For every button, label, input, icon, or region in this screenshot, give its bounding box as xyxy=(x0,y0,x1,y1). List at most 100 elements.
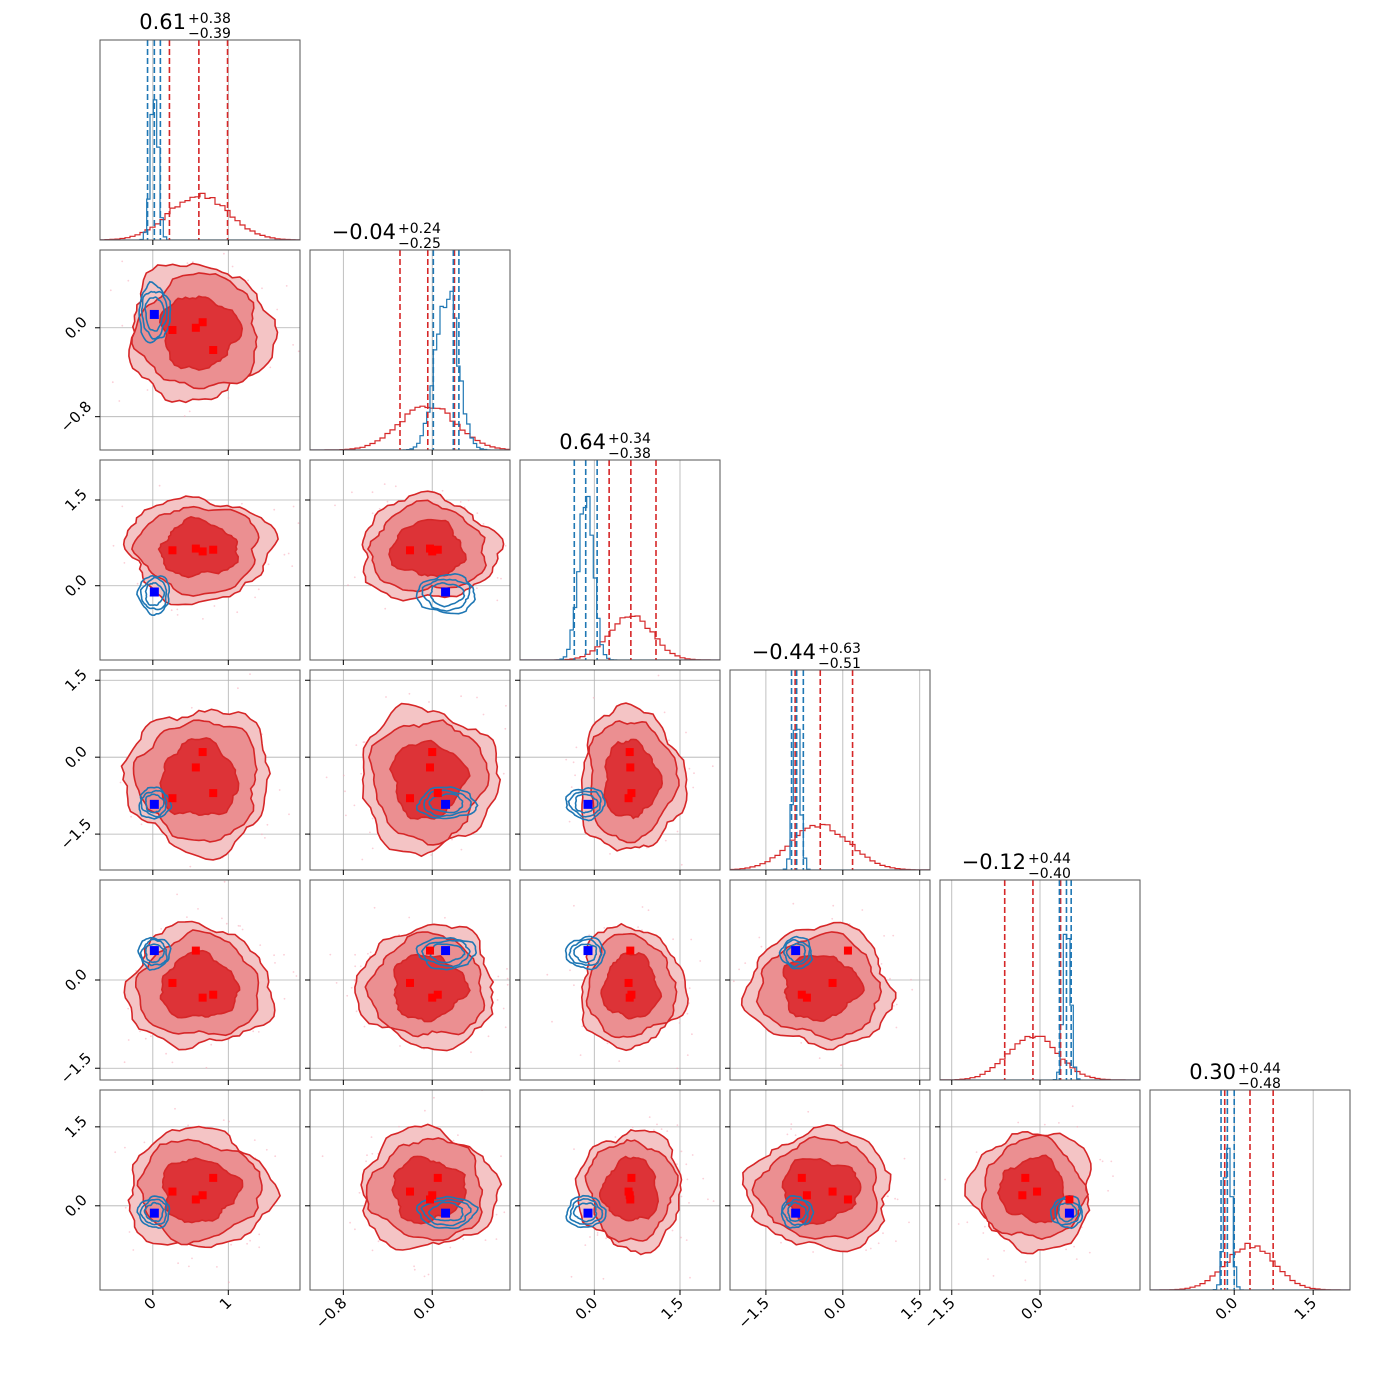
blue-contour-2 xyxy=(140,290,168,340)
sample-point xyxy=(689,1276,691,1279)
y-tick-label: 0.0 xyxy=(61,1191,91,1221)
param-title-value: −0.04 xyxy=(332,220,396,244)
sample-point xyxy=(517,985,519,987)
sample-point xyxy=(177,1262,180,1265)
sample-point xyxy=(869,1247,872,1250)
y-tick-label: −1.5 xyxy=(57,815,95,853)
sample-point xyxy=(680,863,683,866)
sample-point xyxy=(335,982,338,984)
sample-point xyxy=(144,1037,147,1040)
red-contour-3 xyxy=(782,954,865,1022)
red-marker xyxy=(843,946,852,955)
panel-content xyxy=(310,250,510,450)
sample-point xyxy=(378,507,381,510)
sample-point xyxy=(883,935,885,937)
sample-point xyxy=(987,1258,989,1260)
sample-point xyxy=(957,1223,960,1225)
blue-contour-3 xyxy=(1057,1202,1078,1223)
red-contour-3 xyxy=(602,738,664,820)
sample-point xyxy=(579,1054,582,1056)
sample-point xyxy=(428,701,430,703)
sample-point xyxy=(500,1155,502,1158)
sample-point xyxy=(121,324,124,327)
sample-point xyxy=(391,873,393,875)
sample-point xyxy=(944,1178,946,1181)
sample-point xyxy=(241,502,243,505)
sample-point xyxy=(982,1232,985,1234)
sample-point xyxy=(124,1206,127,1209)
sample-point xyxy=(276,308,279,311)
red-marker xyxy=(1021,1173,1030,1182)
red-marker xyxy=(168,546,177,555)
sample-point xyxy=(292,344,294,346)
sample-point xyxy=(966,1221,969,1224)
sample-point xyxy=(588,934,591,937)
sample-point xyxy=(818,1057,821,1060)
sample-point xyxy=(711,1222,713,1224)
x-tick-label: 0.0 xyxy=(1017,1294,1047,1324)
panel-content xyxy=(100,670,300,870)
sample-point xyxy=(127,1039,130,1041)
blue-contour-2 xyxy=(420,1198,472,1227)
sample-point xyxy=(371,512,374,515)
red-histogram xyxy=(940,1035,1140,1080)
red-marker xyxy=(433,990,442,999)
sample-point xyxy=(297,522,300,524)
red-marker xyxy=(209,346,218,354)
sample-point xyxy=(685,1239,688,1241)
sample-point xyxy=(676,1124,679,1126)
panel-frame xyxy=(729,1089,931,1291)
sample-point xyxy=(1003,1249,1005,1252)
param-title-lower: −0.40 xyxy=(1028,866,1071,882)
sample-point xyxy=(121,505,124,508)
blue-histogram xyxy=(730,728,930,870)
sample-point xyxy=(865,1249,867,1251)
sample-point xyxy=(237,924,240,927)
panel-frame xyxy=(519,1089,721,1291)
panel-1-0: −0.8 0.0 xyxy=(57,249,301,455)
blue-marker xyxy=(149,946,159,956)
y-tick-label: −0.8 xyxy=(57,397,95,435)
sample-point xyxy=(570,786,573,788)
sample-point xyxy=(176,893,179,896)
sample-point xyxy=(691,1154,694,1156)
sample-point xyxy=(408,916,411,919)
sample-point xyxy=(278,789,281,791)
sample-point xyxy=(93,297,95,299)
sample-point xyxy=(886,1195,889,1198)
sample-point xyxy=(575,746,578,749)
sample-point xyxy=(295,975,298,977)
panel-diagonal-0: 0.61 +0.38−0.39 xyxy=(99,10,301,245)
sample-point xyxy=(190,706,193,709)
sample-point xyxy=(1043,1123,1046,1126)
red-marker xyxy=(828,978,837,987)
red-histogram xyxy=(730,823,930,870)
sample-point xyxy=(727,1143,729,1145)
red-marker xyxy=(209,789,218,798)
panel-5-2: 0.0 1.5 xyxy=(515,1089,721,1323)
param-title-value: −0.12 xyxy=(962,850,1026,874)
panel-content xyxy=(520,880,720,1080)
panel-content xyxy=(940,880,1140,1080)
blue-contour-1 xyxy=(415,572,476,615)
sample-point xyxy=(188,1265,190,1268)
sample-point xyxy=(394,485,397,488)
red-marker xyxy=(626,1195,635,1204)
sample-point xyxy=(896,1198,899,1201)
x-tick-label: 1.5 xyxy=(1291,1294,1321,1324)
sample-point xyxy=(666,1130,669,1132)
sample-point xyxy=(476,696,478,699)
sample-point xyxy=(614,1136,617,1138)
blue-contour-3 xyxy=(427,1201,464,1222)
sample-point xyxy=(1024,1279,1027,1282)
param-title-upper: +0.44 xyxy=(1238,1061,1281,1077)
sample-point xyxy=(231,265,234,268)
sample-point xyxy=(812,1251,814,1253)
blue-contour-1 xyxy=(564,786,606,822)
sample-point xyxy=(188,410,191,413)
sample-point xyxy=(221,917,223,920)
sample-point xyxy=(573,1148,575,1150)
sample-point xyxy=(254,596,256,599)
blue-contour-2 xyxy=(139,576,168,611)
sample-point xyxy=(347,584,349,586)
